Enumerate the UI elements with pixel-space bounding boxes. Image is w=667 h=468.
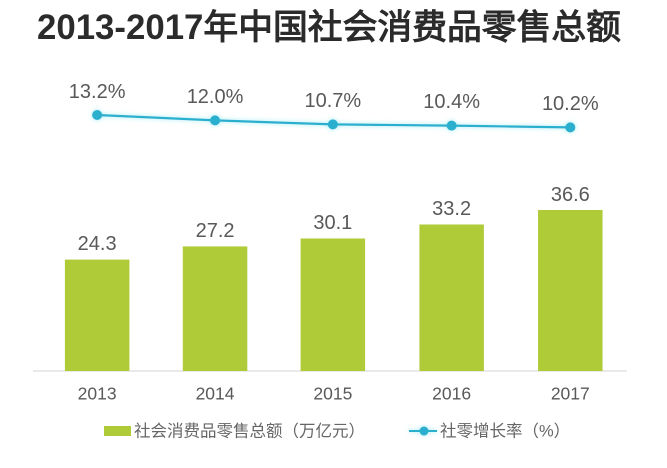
svg-text:2016: 2016 (432, 384, 471, 404)
svg-text:10.7%: 10.7% (304, 90, 361, 112)
svg-text:24.3: 24.3 (78, 233, 117, 255)
svg-text:社会消费品零售总额（万亿元）: 社会消费品零售总额（万亿元） (134, 422, 365, 441)
svg-text:33.2: 33.2 (432, 198, 471, 220)
svg-text:2013: 2013 (78, 384, 117, 404)
svg-text:10.2%: 10.2% (542, 93, 599, 115)
svg-text:13.2%: 13.2% (69, 81, 126, 103)
svg-text:30.1: 30.1 (313, 212, 352, 234)
svg-text:2017: 2017 (551, 384, 590, 404)
svg-text:2015: 2015 (313, 384, 352, 404)
svg-text:2014: 2014 (196, 384, 235, 404)
svg-text:36.6: 36.6 (551, 184, 590, 206)
svg-text:社零增长率（%）: 社零增长率（%） (440, 422, 570, 441)
svg-text:10.4%: 10.4% (423, 91, 480, 113)
svg-text:27.2: 27.2 (196, 220, 235, 242)
svg-text:12.0%: 12.0% (187, 86, 244, 108)
